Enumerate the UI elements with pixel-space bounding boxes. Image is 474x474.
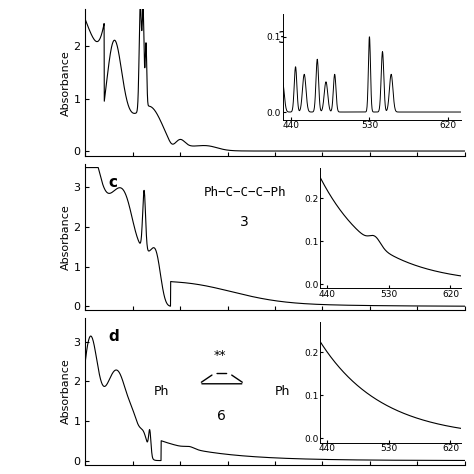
Text: d: d [108,329,119,345]
Text: 6: 6 [218,409,226,423]
Y-axis label: Absorbance: Absorbance [61,204,71,270]
Text: Ph: Ph [275,384,290,398]
Y-axis label: Absorbance: Absorbance [61,50,71,116]
Text: 3: 3 [240,215,249,229]
Text: **: ** [214,349,226,362]
Text: Ph−C−C−C−Ph: Ph−C−C−C−Ph [203,186,286,199]
Text: Ph: Ph [154,384,169,398]
Text: 3: 3 [278,31,287,46]
Y-axis label: Absorbance: Absorbance [61,358,71,424]
Text: c: c [108,175,117,191]
